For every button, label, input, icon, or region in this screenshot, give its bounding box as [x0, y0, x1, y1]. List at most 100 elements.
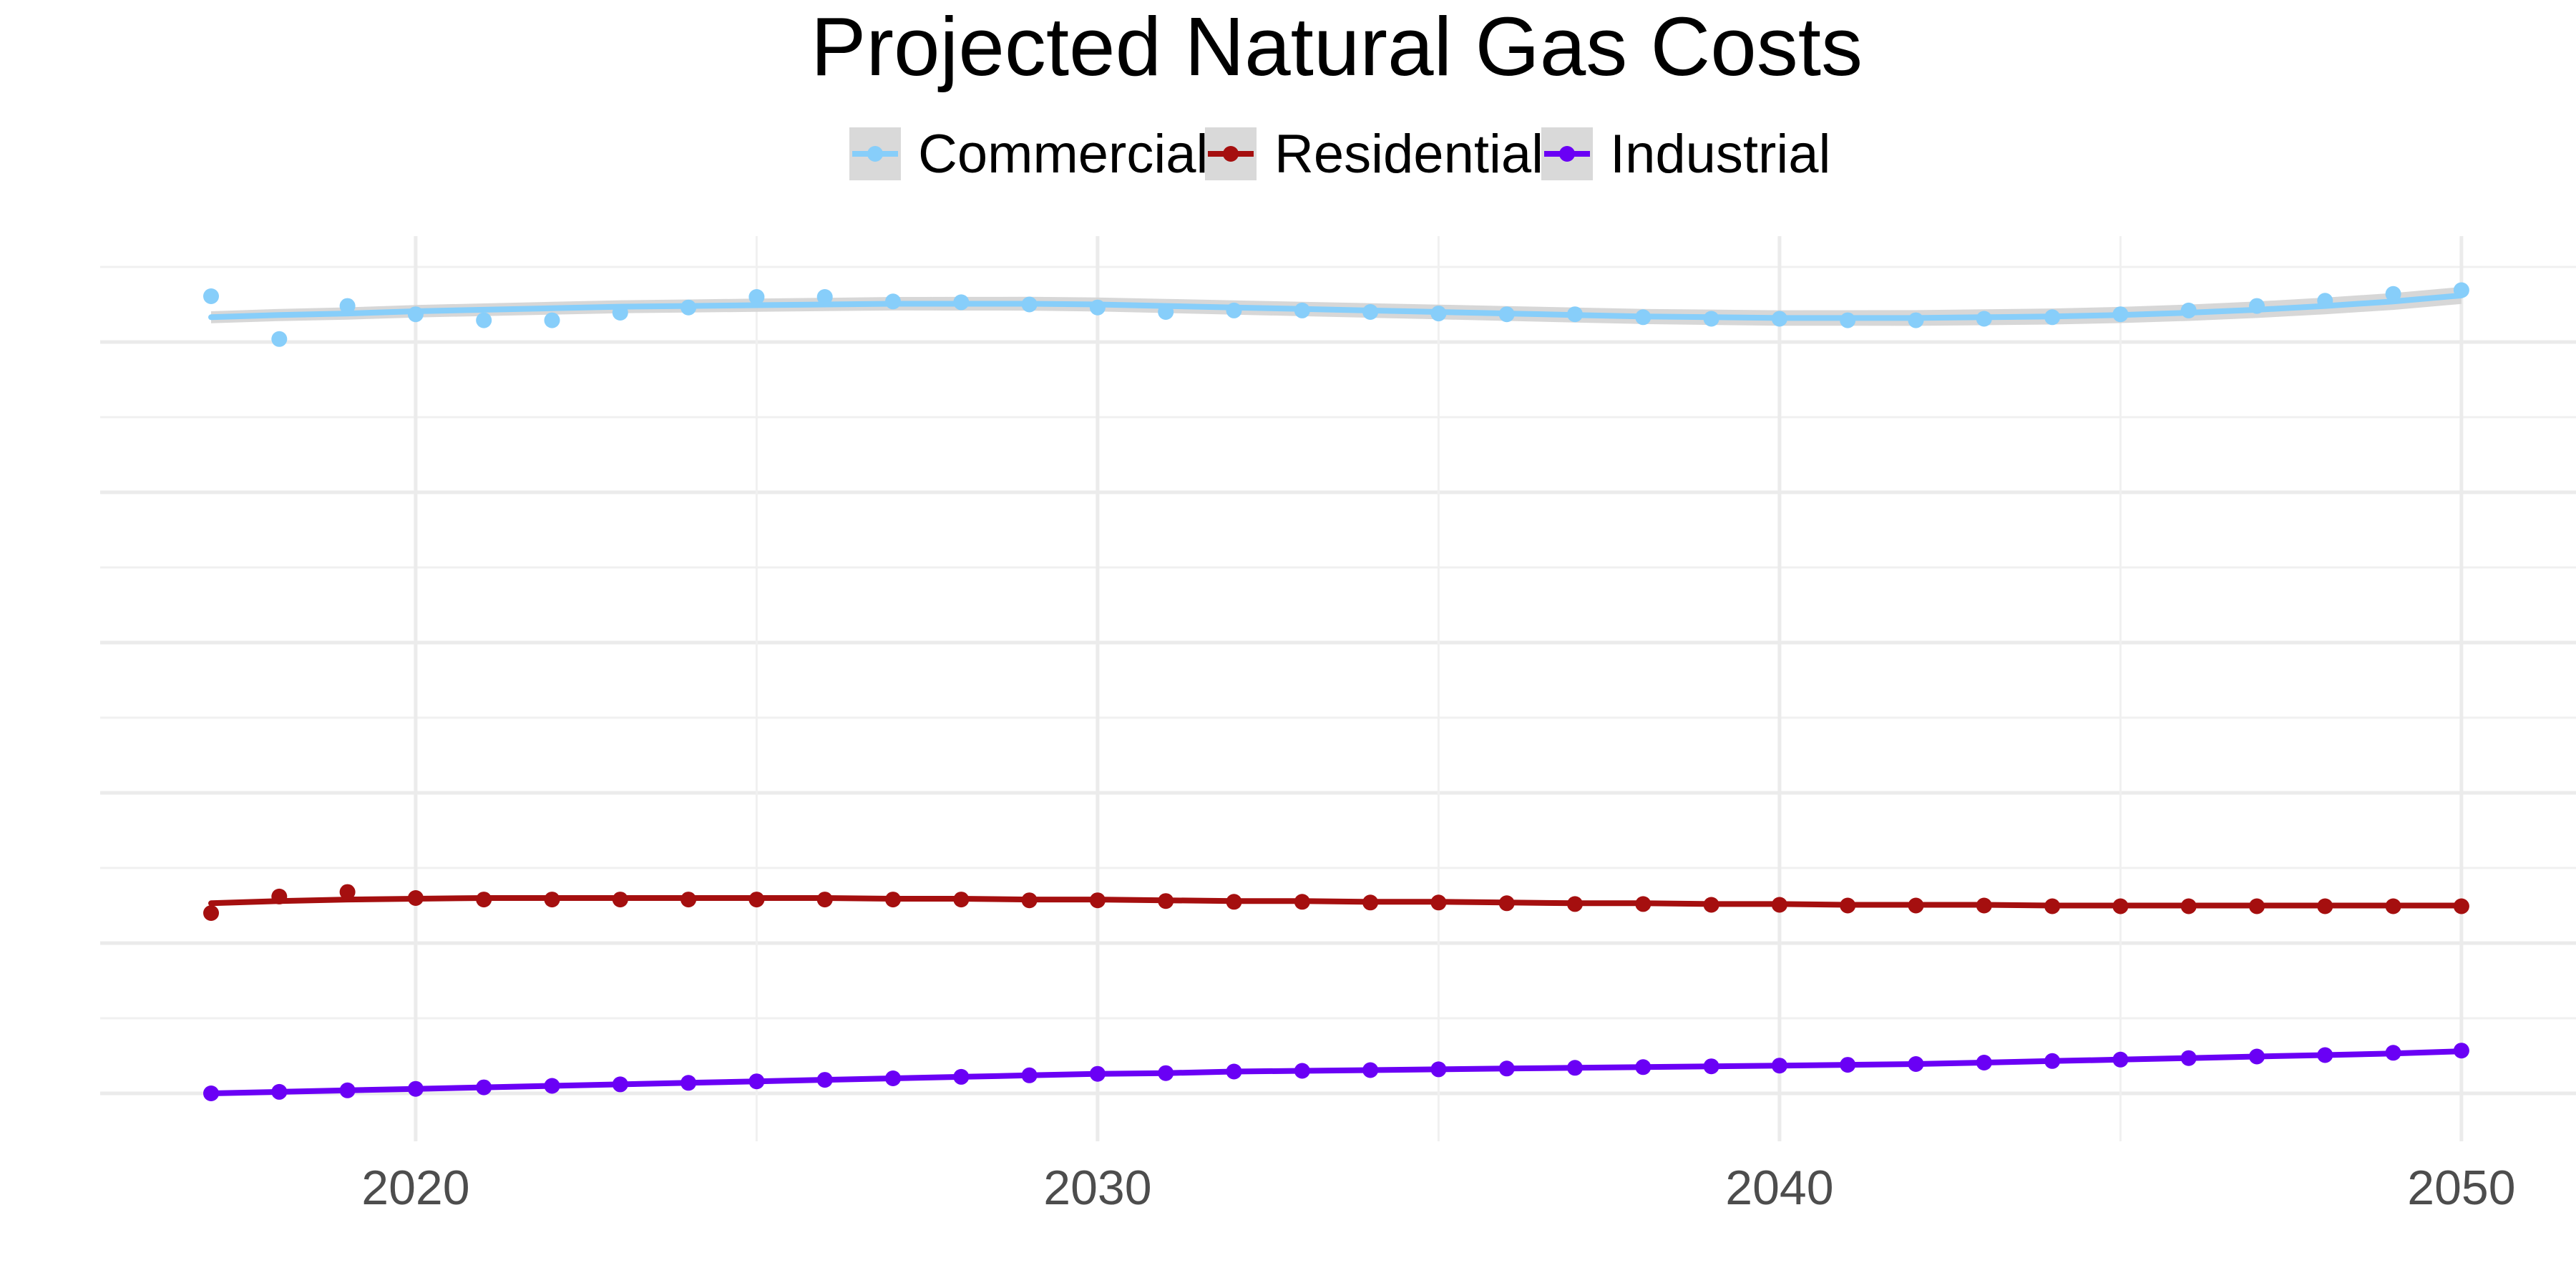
data-point-commercial [1294, 302, 1310, 318]
data-point-residential [271, 888, 288, 904]
data-point-industrial [1908, 1056, 1924, 1072]
data-point-commercial [1771, 311, 1787, 327]
data-point-residential [680, 892, 697, 908]
data-point-residential [1908, 897, 1924, 914]
data-point-commercial [1089, 299, 1106, 316]
data-point-residential [2044, 898, 2061, 914]
data-point-industrial [885, 1070, 901, 1086]
data-point-commercial [748, 289, 765, 305]
data-point-industrial [2044, 1053, 2061, 1069]
data-point-commercial [953, 294, 970, 311]
data-point-industrial [1840, 1057, 1856, 1073]
data-point-residential [407, 890, 424, 906]
data-point-residential [612, 892, 628, 908]
data-point-residential [1089, 892, 1106, 909]
data-point-commercial [1703, 311, 1719, 327]
series-industrial [203, 1043, 2469, 1101]
legend-item-residential: Residential [1205, 124, 1543, 185]
legend-key-point-industrial [1559, 146, 1575, 162]
x-axis: 2020 2030 2040 2050 [361, 1161, 2515, 1215]
data-point-residential [816, 892, 833, 908]
trend-line-industrial [208, 1048, 2464, 1096]
data-point-industrial [407, 1080, 424, 1097]
data-point-industrial [953, 1068, 970, 1085]
data-point-industrial [1976, 1055, 1992, 1070]
data-point-residential [2112, 898, 2129, 914]
data-point-residential [1226, 894, 1242, 910]
data-point-commercial [2453, 282, 2469, 298]
data-point-residential [339, 884, 356, 900]
series-commercial [203, 282, 2469, 347]
data-point-commercial [1226, 302, 1242, 318]
data-point-commercial [2112, 306, 2129, 323]
data-point-residential [1635, 896, 1652, 912]
data-point-industrial [816, 1072, 833, 1088]
trend-line-residential [208, 895, 2464, 909]
x-tick-label: 2040 [1725, 1161, 1833, 1215]
data-point-industrial [1294, 1063, 1310, 1079]
trend-line-commercial [208, 292, 2464, 321]
data-point-commercial [2180, 302, 2197, 318]
data-point-industrial [1771, 1058, 1787, 1074]
data-point-residential [1840, 897, 1856, 914]
data-point-industrial [2249, 1048, 2265, 1065]
legend: Commercial Residential Industrial [849, 124, 1830, 185]
data-point-residential [1976, 897, 1992, 914]
data-point-industrial [1226, 1063, 1242, 1080]
data-point-industrial [2112, 1051, 2129, 1068]
x-tick-label: 2020 [361, 1161, 469, 1215]
data-point-industrial [1089, 1065, 1106, 1082]
data-point-industrial [1021, 1067, 1038, 1083]
data-point-residential [2317, 898, 2333, 914]
data-point-commercial [339, 298, 356, 314]
data-point-industrial [1703, 1058, 1719, 1075]
data-point-commercial [1158, 304, 1174, 320]
data-point-industrial [2453, 1043, 2469, 1059]
data-point-commercial [271, 331, 288, 347]
data-point-commercial [2044, 309, 2061, 326]
data-point-commercial [1362, 304, 1379, 320]
data-point-industrial [2385, 1045, 2401, 1061]
data-point-residential [544, 892, 560, 908]
data-point-residential [2180, 898, 2197, 914]
data-point-commercial [885, 293, 901, 310]
data-point-residential [1158, 893, 1174, 909]
data-point-residential [1294, 894, 1310, 910]
data-point-industrial [203, 1085, 219, 1101]
data-point-commercial [816, 289, 833, 305]
data-point-residential [476, 892, 492, 908]
data-point-industrial [544, 1078, 560, 1094]
legend-label-industrial: Industrial [1610, 124, 1830, 185]
data-point-commercial [1567, 306, 1583, 323]
data-point-industrial [1158, 1065, 1174, 1081]
data-point-residential [1498, 895, 1515, 912]
data-point-commercial [1635, 309, 1652, 326]
data-point-residential [748, 892, 765, 908]
data-point-residential [2453, 898, 2469, 914]
data-point-commercial [1021, 296, 1038, 313]
data-point-commercial [203, 288, 219, 304]
data-point-commercial [2385, 286, 2401, 302]
legend-key-point-commercial [867, 146, 883, 162]
series-residential [203, 884, 2469, 921]
data-point-commercial [1430, 306, 1447, 322]
legend-item-commercial: Commercial [849, 124, 1208, 185]
data-point-residential [1430, 894, 1447, 911]
data-point-industrial [1430, 1061, 1447, 1078]
data-point-residential [953, 892, 970, 908]
data-point-commercial [680, 299, 697, 316]
data-point-residential [1771, 897, 1787, 913]
legend-key-point-residential [1223, 146, 1239, 162]
chart-title: Projected Natural Gas Costs [811, 0, 1863, 93]
data-point-commercial [476, 312, 492, 328]
data-point-industrial [1635, 1059, 1652, 1075]
legend-item-industrial: Industrial [1541, 124, 1830, 185]
data-point-industrial [680, 1075, 697, 1091]
data-point-residential [885, 892, 901, 908]
data-point-industrial [339, 1082, 356, 1098]
data-point-commercial [612, 305, 628, 321]
data-point-commercial [2317, 293, 2333, 309]
data-point-residential [2385, 898, 2401, 914]
data-point-residential [1567, 896, 1583, 912]
